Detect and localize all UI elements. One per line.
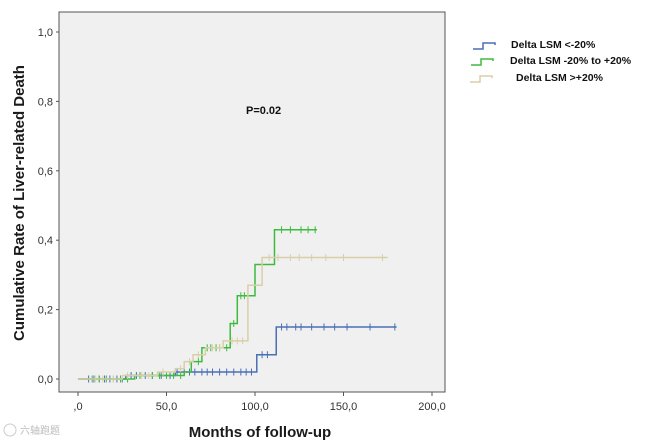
legend-label: Delta LSM <-20% (511, 39, 596, 51)
series-line (78, 229, 317, 380)
y-tick-label: 0,2 (38, 305, 53, 317)
legend-swatch (470, 75, 493, 83)
x-axis-title: Months of follow-up (189, 424, 331, 441)
legend-item: Delta LSM <-20% (473, 39, 596, 51)
series-layer (78, 226, 397, 383)
series-line (78, 326, 397, 380)
y-tick-label: 0,4 (38, 235, 53, 247)
plot-area (58, 11, 446, 393)
y-tick-label: 0,8 (38, 96, 53, 108)
y-axis: 0,0 0,2 0,4 0,6 0,8 1,0 (38, 27, 59, 386)
legend-swatch (471, 58, 494, 66)
legend: Delta LSM <-20% Delta LSM -20% to +20% Del… (470, 39, 632, 84)
legend-label: Delta LSM -20% to +20% (510, 55, 632, 67)
x-tick-label: 200,0 (418, 401, 446, 413)
x-tick-label: ,0 (73, 401, 82, 413)
watermark: 六轴跑题 (3, 423, 60, 437)
p-value-annotation: P=0.02 (246, 105, 281, 117)
y-tick-label: 1,0 (38, 27, 53, 39)
y-axis-title: Cumulative Rate of Liver-related Death (11, 65, 28, 341)
x-tick-label: 100,0 (241, 401, 269, 413)
y-tick-label: 0,0 (38, 374, 53, 386)
series-3 (78, 254, 388, 383)
x-tick-label: 50,0 (156, 401, 177, 413)
legend-swatch (473, 42, 496, 50)
watermark-icon (3, 423, 17, 437)
legend-item: Delta LSM -20% to +20% (471, 55, 632, 67)
series-line (78, 256, 388, 380)
y-tick-label: 0,6 (38, 166, 53, 178)
legend-item: Delta LSM >+20% (470, 72, 604, 84)
watermark-text: 六轴跑题 (20, 424, 60, 437)
x-axis: ,0 50,0 100,0 150,0 200,0 (73, 392, 446, 413)
x-tick-label: 150,0 (330, 401, 358, 413)
legend-label: Delta LSM >+20% (516, 72, 604, 84)
